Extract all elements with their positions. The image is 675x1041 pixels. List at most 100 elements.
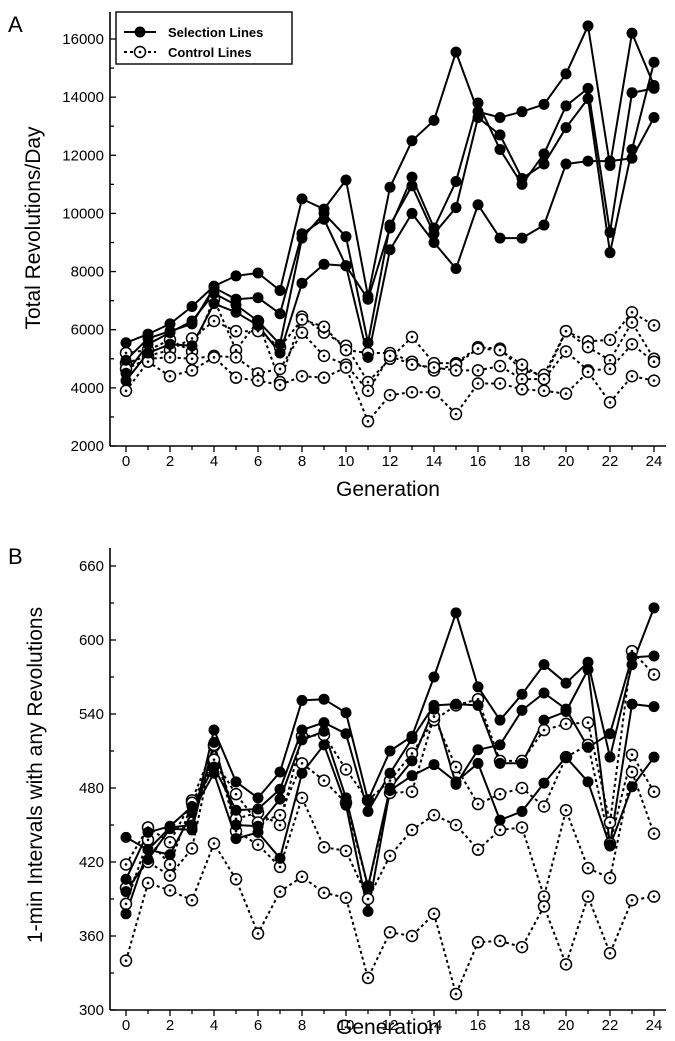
panel-b-selection-point — [230, 819, 242, 831]
panel-a-control-point-center — [256, 372, 260, 375]
panel-a-selection-point — [648, 56, 660, 68]
panel-b-control-point-center — [586, 895, 590, 898]
panel-b-selection-point — [362, 794, 374, 806]
panel-b-selection-point — [472, 744, 484, 756]
panel-a-selection-point — [406, 171, 418, 183]
panel-a-x-axis-label: Generation — [336, 478, 440, 501]
panel-a-selection-point — [604, 226, 616, 238]
panel-b-selection-point — [208, 736, 220, 748]
panel-b-selection-point — [538, 714, 550, 726]
panel-a-control-point-center — [322, 354, 326, 358]
panel-b-control-point-center — [278, 890, 282, 893]
panel-a-control-point-center — [608, 401, 612, 404]
panel-a-x-tick-label: 14 — [426, 453, 443, 470]
panel-a-selection-point — [186, 315, 198, 327]
panel-b-selection-point — [340, 728, 352, 740]
panel-a-control-point-center — [300, 374, 304, 378]
panel-a-selection-line-3 — [125, 62, 655, 374]
panel-a-x-tick-label: 16 — [470, 453, 487, 470]
panel-b-selection-point — [230, 776, 242, 788]
panel-b-selection-point — [186, 807, 198, 819]
panel-a-control-point-center — [410, 363, 414, 366]
panel-a-selection-point — [274, 347, 286, 359]
panel-a-x-tick-label: 0 — [122, 453, 130, 470]
panel-a-selection-point — [274, 338, 286, 350]
panel-a-control-point-center — [630, 321, 634, 324]
panel-b-selection-point — [626, 781, 638, 793]
panel-b-control-point-center — [652, 895, 656, 898]
panel-b-x-tick-label: 10 — [338, 1017, 355, 1034]
panel-a-control-point-center — [300, 318, 304, 321]
panel-a-control-point-center — [630, 374, 634, 378]
panel-b-selection-point — [604, 840, 616, 852]
panel-b-selection-point — [296, 724, 308, 736]
panel-b-x-tick-label: 22 — [602, 1017, 619, 1034]
panel-b-y-tick-label: 420 — [79, 854, 104, 871]
panel-a-x-tick-label: 8 — [298, 453, 306, 470]
panel-a-x-tick-label: 12 — [382, 453, 399, 470]
panel-b-control-point-center — [520, 826, 524, 829]
panel-b-control-point-center — [542, 905, 546, 908]
panel-b-y-tick-label: 600 — [79, 632, 104, 649]
panel-b-selection-point — [516, 688, 528, 700]
panel-a-selection-point — [516, 173, 528, 185]
panel-a-control-point-center — [322, 325, 326, 329]
panel-a-y-tick-label: 12000 — [62, 147, 104, 164]
panel-b-selection-point — [230, 833, 242, 845]
panel-a-control-point-center — [322, 376, 326, 379]
panel-b-control-point-center — [476, 940, 480, 944]
panel-a-selection-point — [472, 199, 484, 211]
panel-b-selection-point — [142, 854, 154, 866]
panel-b-control-point-center — [388, 931, 392, 934]
panel-b-y-tick-label: 660 — [79, 558, 104, 575]
panel-a-selection-point — [296, 193, 308, 205]
panel-b-control-point-center — [256, 843, 260, 847]
panel-a-selection-point — [538, 219, 550, 231]
panel-a-control-point-center — [344, 348, 348, 352]
panel-a-control-point-center — [234, 356, 238, 359]
panel-a-selection-point — [362, 337, 374, 349]
panel-b-selection-point — [582, 664, 594, 676]
panel-b-selection-point — [252, 792, 264, 804]
panel-b-selection-point — [208, 767, 220, 779]
panel-b-control-point-center — [278, 823, 282, 827]
panel-b-selection-point — [582, 741, 594, 753]
panel-a-y-tick-label: 10000 — [62, 205, 104, 222]
panel-b-control-point-center — [322, 891, 326, 895]
panel-b-x-tick-label: 6 — [254, 1017, 262, 1034]
panel-a-control-point-center — [366, 380, 370, 384]
panel-a-control-point-center — [190, 337, 194, 340]
panel-b-selection-point — [384, 784, 396, 796]
panel-a-selection-point — [538, 148, 550, 160]
panel-b-x-tick-label: 2 — [166, 1017, 174, 1034]
panel-a-control-point-center — [410, 390, 414, 394]
panel-b-control-point-center — [432, 813, 436, 817]
panel-b-control-point-center — [124, 902, 128, 906]
panel-a-selection-point — [626, 27, 638, 39]
panel-a-selection-point — [120, 354, 132, 366]
panel-b-control-point-center — [652, 790, 656, 793]
panel-a-selection-point — [626, 152, 638, 164]
panel-b-selection-point — [648, 701, 660, 713]
panel-b-control-point-center — [212, 842, 216, 845]
panel-a-control-point-center — [212, 356, 216, 359]
panel-b-control-point-center — [190, 847, 194, 850]
panel-a-control-point-center — [476, 347, 480, 350]
panel-a-selection-point — [340, 174, 352, 186]
panel-b-selection-point — [120, 886, 132, 898]
panel-a-control-point-center — [278, 367, 282, 371]
panel-b-selection-point — [560, 751, 572, 763]
panel-a-control-point-center — [476, 369, 480, 372]
panel-b-control-point-center — [234, 817, 238, 821]
panel-b-control-point-center — [564, 963, 568, 966]
panel-b-control-point-center — [608, 951, 612, 955]
panel-a-selection-point — [582, 20, 594, 32]
panel-a-control-point-center — [586, 370, 590, 374]
panel-b-y-tick-label: 540 — [79, 706, 104, 723]
panel-a-control-point-center — [234, 376, 238, 379]
panel-b-control-point-center — [300, 762, 304, 765]
panel-b-selection-point — [516, 704, 528, 716]
